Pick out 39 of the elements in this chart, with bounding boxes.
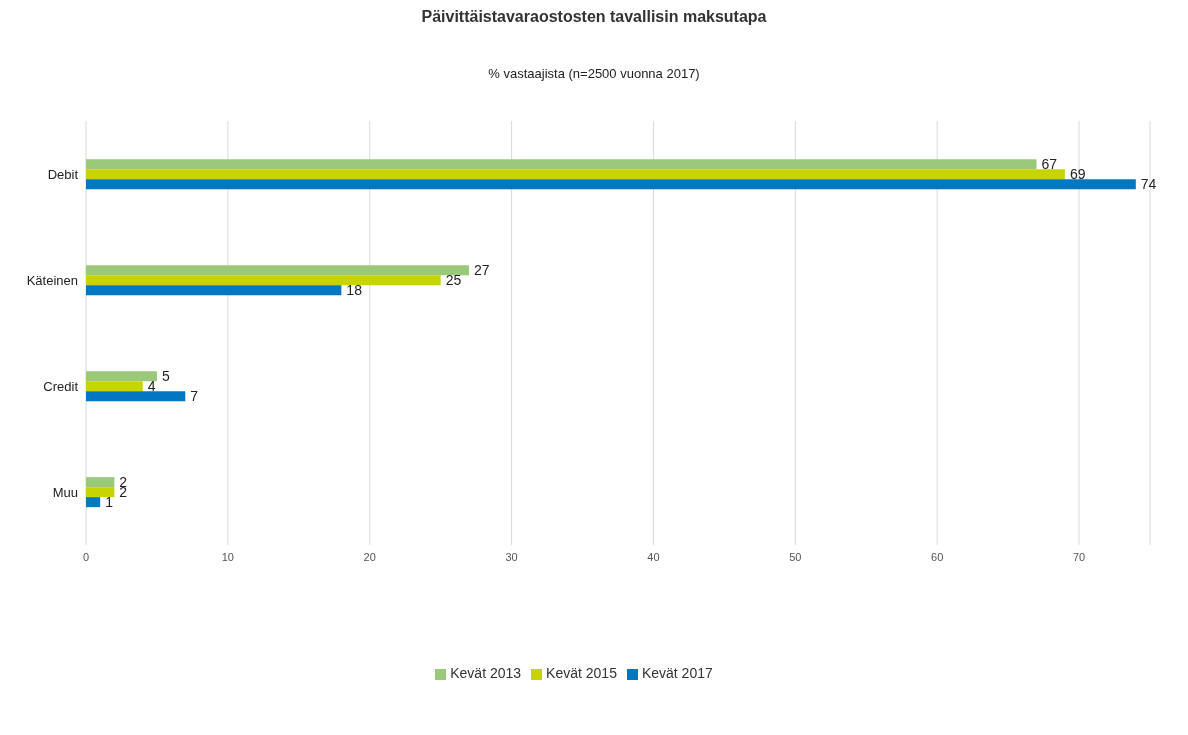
chart-title: Päivittäistavaraostosten tavallisin maksutapa [420,8,768,26]
x-tick-label: 10 [221,550,234,563]
legend-label: Kevät 2013 [450,665,522,681]
x-tick-label: 40 [647,550,660,563]
bar [86,477,115,488]
y-tick-label: Käteinen [26,272,78,288]
bar [86,285,342,296]
bar [86,371,157,382]
chart-subtitle: % vastaajista (n=2500 vuonna 2017) [487,66,701,81]
bar [86,497,101,508]
x-tick-label: 70 [1072,550,1086,563]
bar [86,391,186,402]
bar [86,159,1037,170]
y-tick-label: Muu [52,484,78,500]
bar [86,275,441,286]
y-tick-label: Credit [43,378,79,394]
data-label: 4 [147,378,156,395]
data-label: 1 [105,494,114,511]
data-label: 69 [1069,166,1086,183]
legend-label: Kevät 2015 [546,665,617,681]
x-tick-label: 0 [82,550,90,563]
data-label: 67 [1041,156,1058,173]
x-tick-label: 50 [789,550,802,563]
bar [86,381,143,392]
legend-label: Kevät 2017 [641,665,713,681]
data-label: 18 [346,282,363,299]
data-label: 25 [445,272,462,289]
data-label: 74 [1140,176,1157,193]
x-tick-label: 60 [931,550,944,563]
x-tick-label: 20 [363,550,376,563]
data-label: 27 [474,262,490,279]
bar [86,487,115,498]
data-label: 7 [190,388,199,405]
bar [86,265,470,276]
x-tick-label: 30 [505,550,518,563]
bar [86,179,1136,190]
bar [86,169,1065,180]
y-tick-label: Debit [47,166,79,182]
data-label: 5 [161,368,170,385]
